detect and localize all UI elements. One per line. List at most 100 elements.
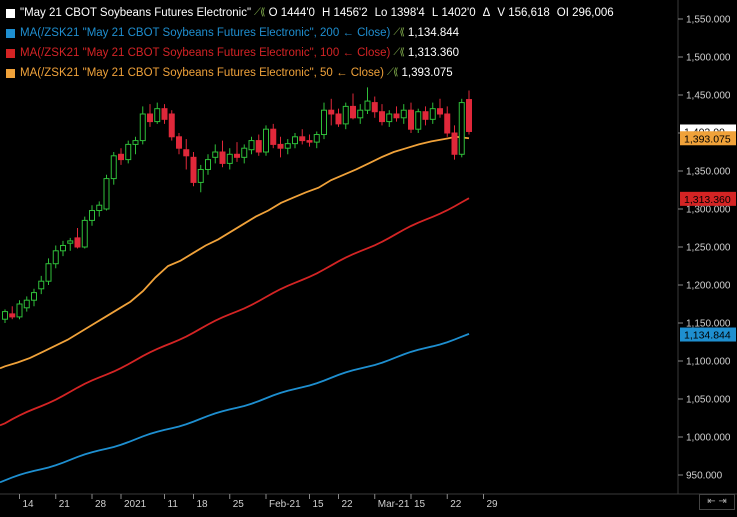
candle-body (371, 102, 378, 113)
x-tick-label: 22 (450, 499, 462, 510)
candle-body (212, 151, 219, 158)
candle-body (226, 153, 233, 164)
ma100-badge (680, 191, 736, 206)
y-tick-label: 1,100.000 (686, 357, 731, 368)
open-value: 1444'0 (280, 7, 315, 19)
candle-body (263, 128, 269, 153)
candle-body (335, 113, 342, 125)
ma200-badge-text: 1,134.844 (684, 330, 731, 342)
candle-body (393, 113, 400, 119)
candle-body (306, 140, 313, 143)
ma200-badge (680, 327, 736, 342)
candle-body (400, 109, 407, 119)
x-tick-label: Feb-21 (269, 499, 301, 510)
candle-body (168, 113, 175, 138)
candle-body (219, 151, 226, 164)
ma50-badge-text: 1,393.075 (684, 133, 731, 145)
candle-body (241, 147, 248, 158)
candle-body (277, 143, 284, 149)
candle-body (458, 102, 465, 155)
x-tick-label: 25 (233, 499, 245, 510)
y-tick-label: 1,450.000 (686, 91, 731, 102)
series-ma-50 (0, 135, 470, 370)
legend-row-price: "May 21 CBOT Soybeans Futures Electronic… (6, 3, 614, 23)
ma100-badge-text: 1,313.360 (684, 194, 731, 206)
candle-body (67, 240, 74, 244)
candle-body (451, 132, 458, 155)
x-tick-label: 28 (95, 499, 107, 510)
candle-body (313, 134, 320, 143)
y-tick-label: 1,350.000 (686, 167, 731, 178)
candle-body (74, 237, 81, 248)
candle-body (248, 140, 255, 151)
candle-body (23, 299, 30, 309)
candle-body (197, 168, 204, 183)
x-tick-label: 11 (168, 499, 179, 510)
candle-body (386, 113, 393, 123)
open-interest-value: 296,006 (572, 7, 614, 19)
x-tick-label: 14 (23, 499, 35, 510)
low-value: 1398'4 (390, 7, 425, 19)
candle-body (270, 128, 277, 145)
candle-body (357, 109, 364, 119)
candle-body (437, 108, 443, 115)
legend-symbol-label: "May 21 CBOT Soybeans Futures Electronic… (20, 7, 252, 19)
x-tick-label: 18 (197, 499, 209, 510)
y-tick-label: 1,150.000 (686, 319, 731, 330)
x-tick-label: 21 (59, 499, 71, 510)
candle-body (379, 111, 385, 123)
y-tick-label: 1,300.000 (686, 205, 731, 216)
volume-value: 156,618 (508, 7, 550, 19)
x-tick-label: 15 (414, 499, 426, 510)
candle-body (16, 303, 23, 318)
series-ma-200 (0, 333, 470, 484)
x-tick-label: 29 (487, 499, 499, 510)
y-tick-label: 1,250.000 (686, 243, 731, 254)
y-tick-label: 1,050.000 (686, 395, 731, 406)
y-tick-label: 1,000.000 (686, 433, 731, 444)
legend-ma100-label: MA(/ZSK21 "May 21 CBOT Soybeans Futures … (20, 47, 391, 59)
candle-body (234, 153, 240, 158)
y-tick-label: 1,550.000 (686, 15, 731, 26)
candle-body (176, 136, 182, 149)
ma50-settings-icon[interactable]: ⟋⟪ (386, 67, 399, 78)
candle-body (321, 109, 327, 136)
candle-body (429, 108, 436, 120)
last-value: 1402'0 (441, 7, 476, 19)
candle-body (139, 113, 146, 142)
legend-ma50-label: MA(/ZSK21 "May 21 CBOT Soybeans Futures … (20, 67, 384, 79)
legend-swatch-price (6, 8, 15, 18)
scroll-to-end-button[interactable]: ⇤ ⇥ (699, 494, 735, 510)
ma100-settings-icon[interactable]: ⟋⟪ (393, 47, 405, 58)
candle-body (103, 178, 110, 210)
candle-body (422, 111, 429, 120)
candle-body (110, 155, 117, 180)
settings-icon[interactable]: ⟋⟪ (254, 7, 266, 18)
candle-body (161, 108, 168, 120)
legend-swatch-ma50 (6, 68, 15, 78)
legend-ma50-value: 1,393.075 (401, 67, 453, 79)
y-tick-label: 1,500.000 (686, 53, 731, 64)
candle-body (466, 99, 472, 132)
y-tick-label: 1,200.000 (686, 281, 731, 292)
candle-body (31, 292, 37, 301)
candle-body (299, 136, 306, 142)
legend-swatch-ma100 (6, 48, 15, 58)
legend-row-ma50: MA(/ZSK21 "May 21 CBOT Soybeans Futures … (6, 63, 614, 83)
candle-body (444, 113, 451, 134)
x-tick-label: 15 (313, 499, 325, 510)
candle-body (125, 143, 132, 161)
candle-body (364, 100, 371, 111)
candle-body (89, 210, 95, 221)
open-label: O (268, 7, 278, 19)
high-value: 1456'2 (333, 7, 368, 19)
legend-row-ma100: MA(/ZSK21 "May 21 CBOT Soybeans Futures … (6, 43, 614, 63)
candle-body (132, 140, 139, 145)
delta-label: Δ (482, 7, 491, 19)
candle-body (96, 204, 103, 212)
candle-body (45, 263, 52, 282)
ma200-settings-icon[interactable]: ⟋⟪ (393, 27, 405, 38)
candle-body (255, 140, 262, 153)
